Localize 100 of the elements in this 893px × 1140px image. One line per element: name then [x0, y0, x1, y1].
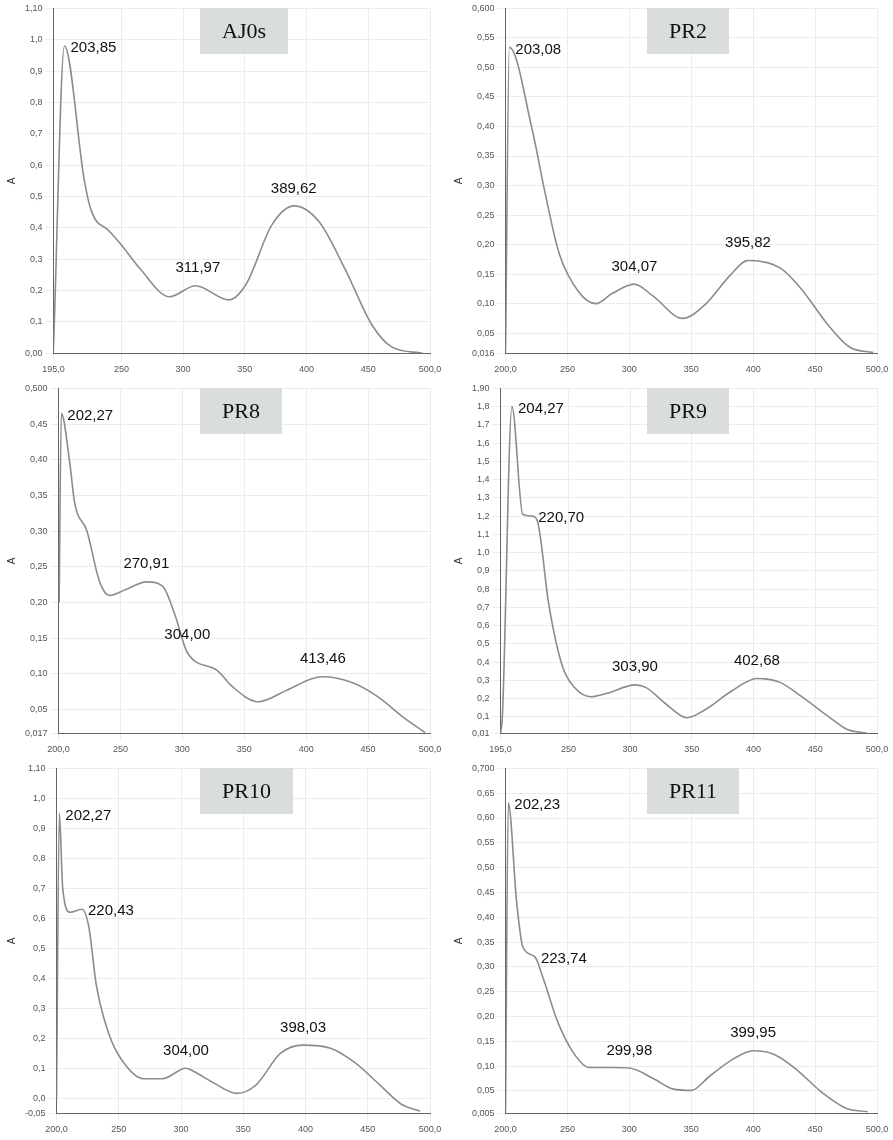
- y-tick-label: 0,10: [476, 1060, 495, 1071]
- y-tick-label: 0,8: [477, 583, 490, 594]
- y-tick-label: 0,20: [29, 597, 48, 608]
- x-tick-label: 350: [237, 364, 253, 375]
- annotation: 311,97: [175, 258, 221, 276]
- y-tick-label: 0,00: [24, 347, 43, 358]
- y-tick-label: 0,5: [33, 942, 46, 953]
- x-tick-label: 195,0: [489, 744, 512, 755]
- y-tick-label: 0,50: [476, 61, 495, 72]
- x-tick-label: 350: [236, 744, 252, 755]
- x-tick-label: 300: [621, 1124, 637, 1135]
- y-tick-label: 0,4: [477, 656, 490, 667]
- annotation: 203,08: [515, 39, 562, 57]
- y-axis-title: A: [5, 937, 17, 945]
- x-tick-label: 250: [113, 364, 129, 375]
- x-tick-label: 500,0: [865, 1124, 889, 1135]
- y-tick-label: 0,500: [24, 382, 48, 393]
- x-tick-label: 250: [111, 1124, 127, 1135]
- y-tick-label: 1,0: [477, 547, 490, 558]
- x-tick-label: 350: [683, 1124, 699, 1135]
- y-tick-label: 0,2: [33, 1032, 46, 1043]
- y-tick-label: 1,0: [30, 34, 43, 45]
- x-tick-label: 500,0: [865, 364, 889, 375]
- y-tick-label: 0,20: [476, 1010, 495, 1021]
- y-tick-label: 0,05: [29, 704, 48, 715]
- x-tick-label: 400: [297, 1124, 314, 1135]
- y-tick-label: 1,3: [477, 492, 490, 503]
- y-tick-label: 0,005: [471, 1107, 495, 1118]
- y-tick-label: 0,4: [33, 972, 46, 983]
- chart-title: PR11: [647, 768, 740, 814]
- x-tick-label: 350: [235, 1124, 251, 1135]
- y-tick-label: 0,60: [476, 812, 495, 823]
- x-tick-label: 500,0: [418, 744, 442, 755]
- y-tick-label: 0,65: [476, 787, 495, 798]
- annotation: 402,68: [733, 651, 780, 669]
- text: PR9: [647, 388, 729, 434]
- x-tick-label: 450: [807, 364, 823, 375]
- y-tick-label: 0,05: [476, 1085, 495, 1096]
- line-series: [500, 405, 868, 734]
- x-tick-label: 400: [298, 744, 314, 755]
- x-tick-label: 400: [745, 364, 761, 375]
- y-tick-label: 0,0: [33, 1092, 46, 1103]
- x-tick-label: 450: [360, 1124, 376, 1135]
- y-tick-label: 1,8: [477, 401, 490, 412]
- y-tick-label: 0,30: [29, 525, 48, 536]
- y-tick-label: 0,10: [29, 668, 48, 679]
- x-tick-label: 250: [560, 744, 576, 755]
- y-tick-label: 1,5: [477, 455, 490, 466]
- y-tick-label: 0,15: [476, 268, 495, 279]
- y-tick-label: 0,7: [33, 882, 46, 893]
- x-tick-label: 200,0: [47, 744, 70, 755]
- x-tick-label: 300: [175, 364, 191, 375]
- annotation: 204,27: [517, 398, 564, 416]
- y-axis-title: A: [452, 937, 464, 945]
- y-tick-label: 0,40: [476, 120, 495, 131]
- annotation: 395,82: [725, 233, 771, 251]
- x-tick-label: 500,0: [418, 364, 442, 375]
- y-tick-label: 0,2: [477, 693, 490, 704]
- y-axis-title: A: [452, 177, 464, 185]
- chart-title: PR10: [200, 768, 293, 814]
- x-tick-label: 400: [299, 364, 315, 375]
- y-tick-label: 0,45: [29, 418, 48, 429]
- y-tick-label: 0,3: [30, 253, 43, 264]
- y-tick-label: 1,0: [33, 792, 46, 803]
- annotation: 304,00: [164, 625, 211, 643]
- y-tick-label: 0,40: [476, 911, 495, 922]
- y-tick-label: 0,6: [477, 620, 490, 631]
- x-tick-label: 200,0: [494, 1124, 517, 1135]
- x-tick-label: 200,0: [45, 1124, 68, 1135]
- y-tick-label: 1,2: [477, 510, 490, 521]
- y-tick-label: 0,45: [476, 886, 495, 897]
- x-tick-label: 450: [807, 744, 823, 755]
- y-tick-label: 1,4: [477, 474, 490, 485]
- x-tick-label: 300: [622, 744, 638, 755]
- annotation: 202,23: [514, 795, 561, 813]
- x-tick-label: 300: [621, 364, 637, 375]
- x-tick-label: 450: [360, 744, 376, 755]
- y-tick-label: 0,55: [476, 32, 495, 43]
- x-tick-label: 200,0: [494, 364, 517, 375]
- line-series: [56, 812, 421, 1112]
- annotation: 203,85: [70, 38, 117, 56]
- y-tick-label: 0,016: [471, 347, 495, 358]
- annotation: 304,00: [163, 1040, 209, 1058]
- annotation: 270,91: [123, 554, 170, 572]
- y-axis-title: A: [5, 177, 17, 185]
- y-tick-label: 0,8: [33, 852, 46, 863]
- x-tick-label: 350: [684, 744, 700, 755]
- y-tick-label: 1,6: [477, 437, 490, 448]
- y-tick-label: 0,35: [476, 936, 495, 947]
- x-tick-label: 450: [807, 1124, 823, 1135]
- annotation: 398,03: [280, 1017, 326, 1035]
- y-tick-label: 0,7: [477, 601, 490, 612]
- y-tick-label: 0,25: [476, 986, 495, 997]
- y-tick-label: 0,4: [30, 222, 43, 233]
- y-tick-label: 0,45: [476, 91, 495, 102]
- y-axis-title: A: [5, 557, 17, 565]
- annotation: 299,98: [606, 1040, 653, 1058]
- y-tick-label: 0,25: [476, 209, 495, 220]
- y-tick-label: 0,9: [30, 65, 43, 76]
- x-tick-label: 195,0: [42, 364, 65, 375]
